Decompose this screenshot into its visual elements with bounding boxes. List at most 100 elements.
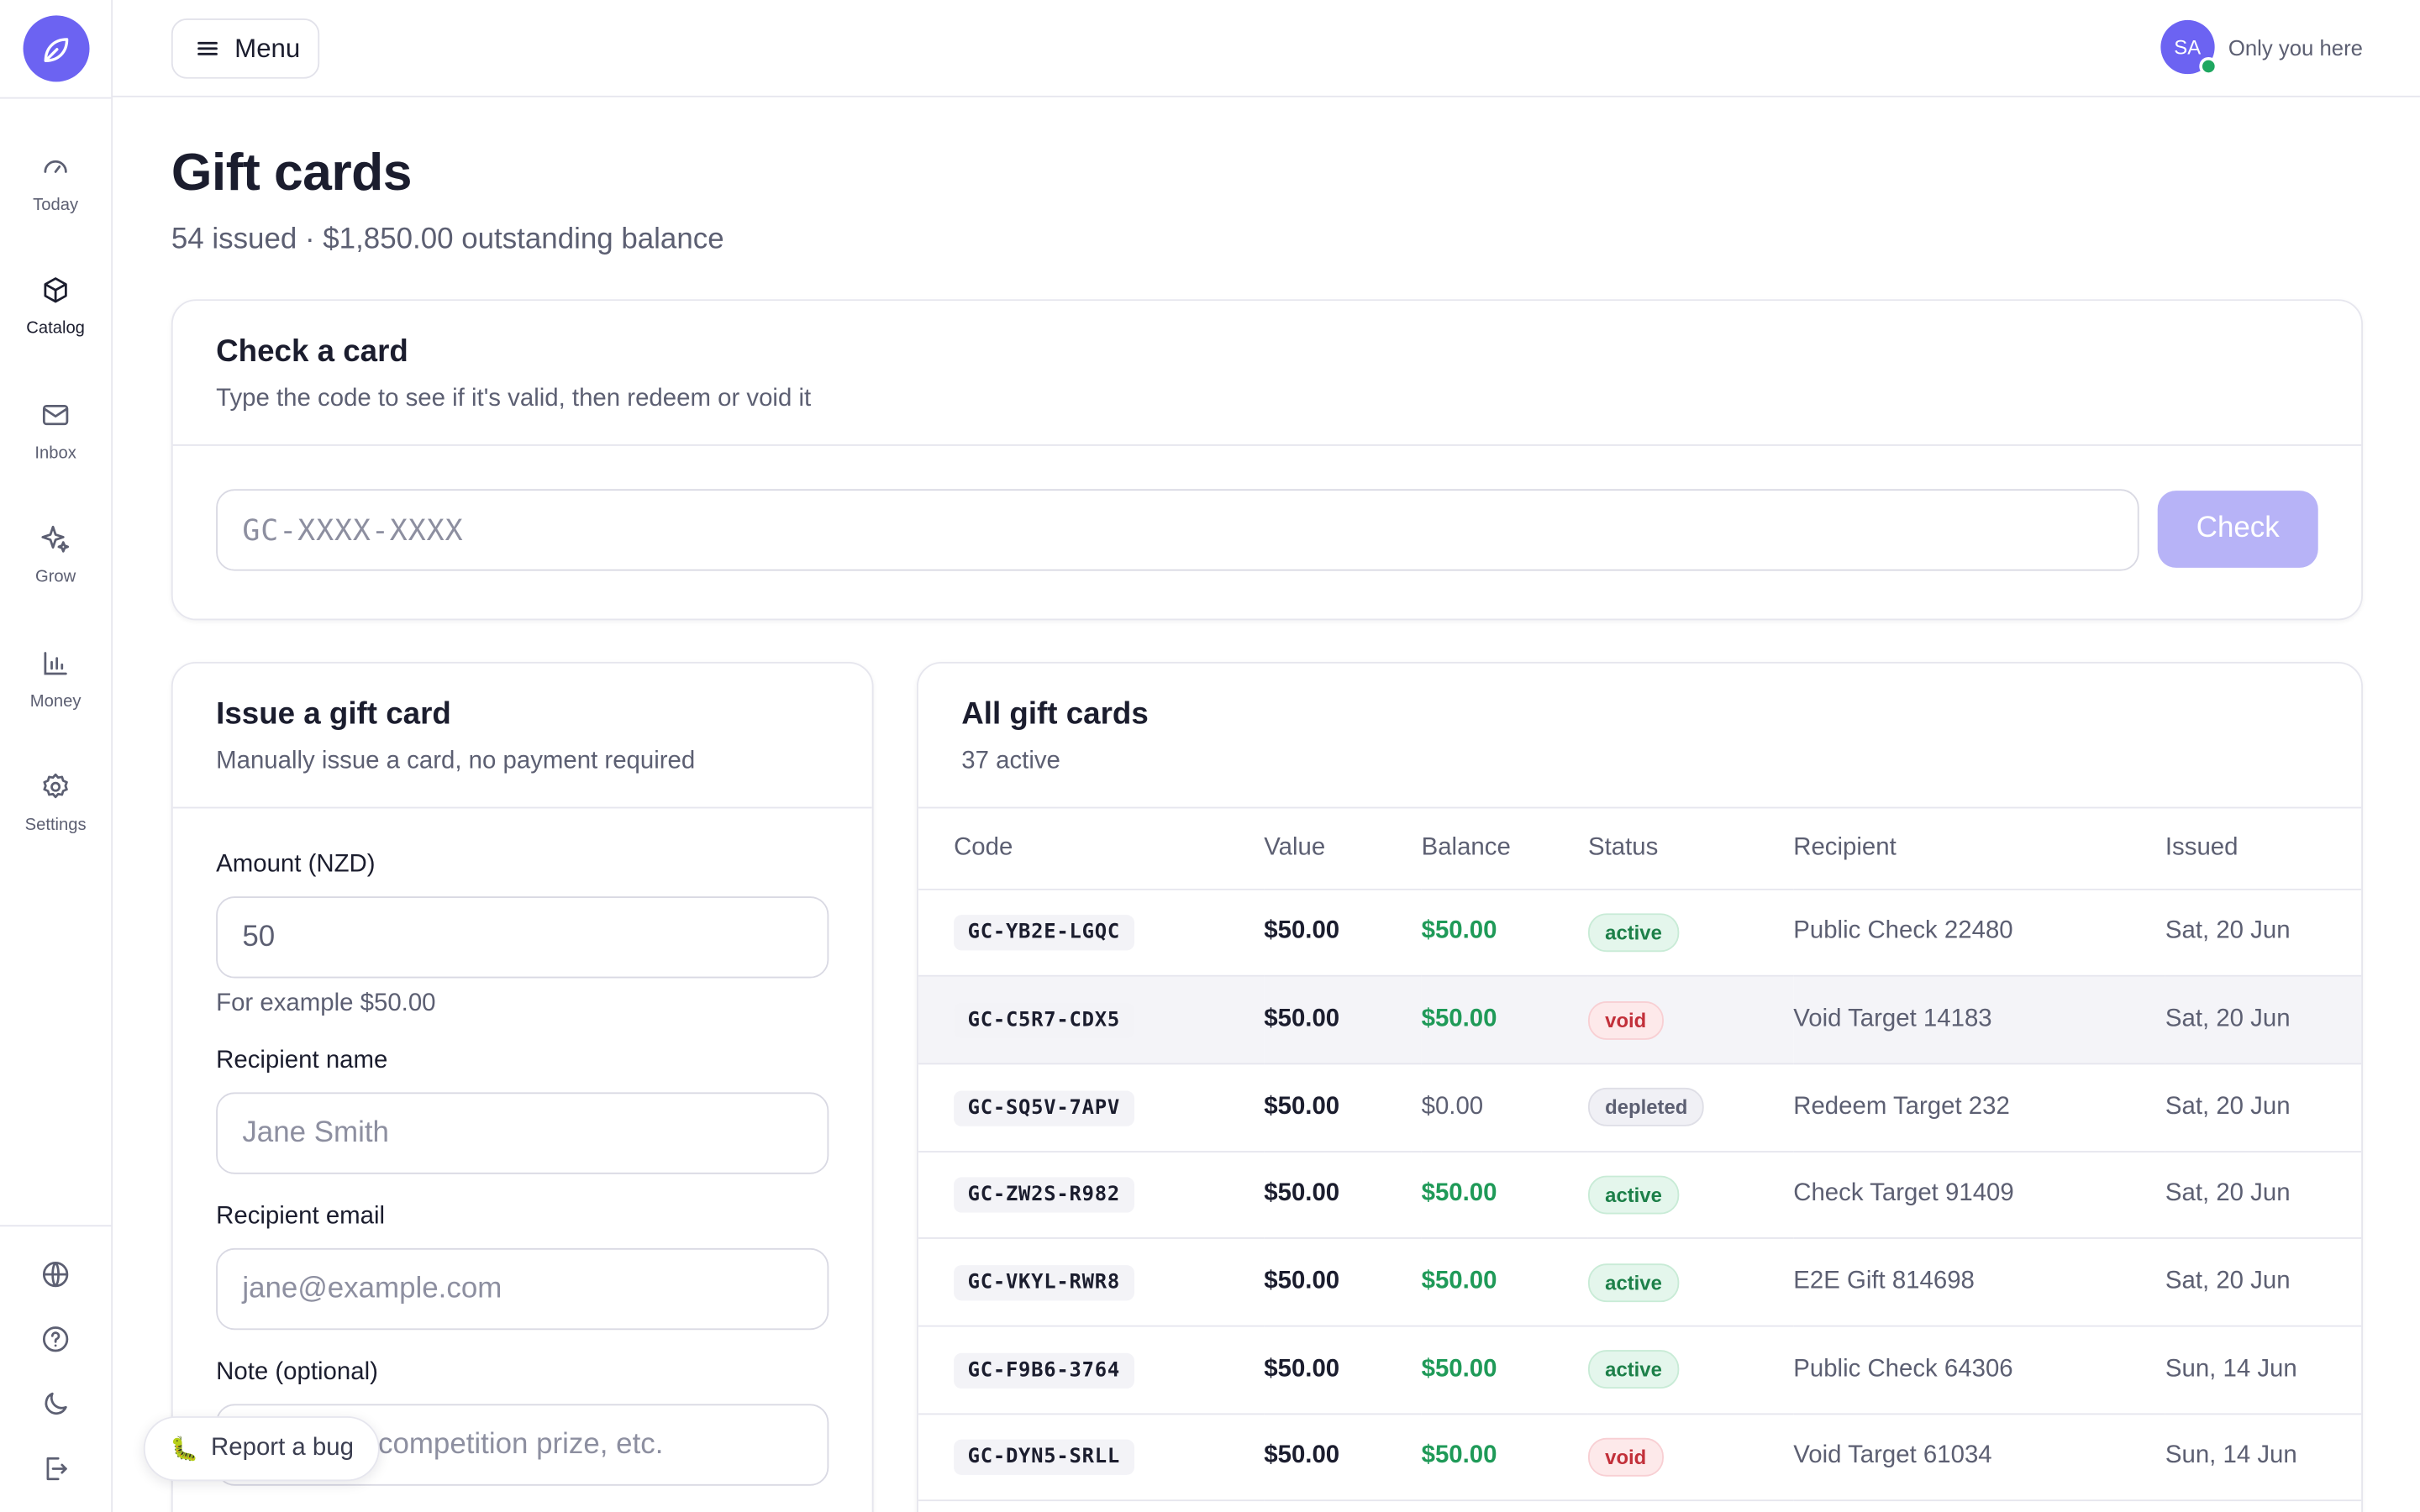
sidebar-item-money[interactable]: Money xyxy=(0,617,111,742)
status-badge: void xyxy=(1587,1437,1664,1477)
recipient-name: Void Target 14183 xyxy=(1793,1005,1992,1032)
recipient-name: Public Check 64306 xyxy=(1793,1356,2013,1383)
table-row[interactable]: GC-F9B6-3764 $50.00 $50.00 active Public Che… xyxy=(918,1326,2362,1415)
cell-issued: Sat, 20 Jun xyxy=(2165,1238,2362,1327)
gift-code[interactable]: GC-ZW2S-R982 xyxy=(954,1178,1134,1214)
column-header-issued[interactable]: Issued xyxy=(2165,808,2362,890)
theme-toggle[interactable] xyxy=(0,1372,111,1436)
logout-button[interactable] xyxy=(0,1436,111,1501)
card-balance: $50.00 xyxy=(1421,1180,1497,1208)
column-header-recipient[interactable]: Recipient xyxy=(1793,808,2165,890)
note-field[interactable]: competition prize, etc. xyxy=(216,1404,829,1486)
issued-date: Sun, 14 Jun xyxy=(2165,1356,2297,1383)
status-badge: active xyxy=(1587,913,1680,952)
cell-value: $50.00 xyxy=(1264,1063,1422,1152)
report-bug-button[interactable]: 🐛 Report a bug xyxy=(143,1416,381,1482)
cell-issued: Sat, 20 Jun xyxy=(2165,976,2362,1065)
amount-group: Amount (NZD) 50 For example $50.00 xyxy=(216,852,829,1018)
cell-recipient: Void Target 14183 xyxy=(1793,976,2165,1065)
help-button[interactable] xyxy=(0,1307,111,1372)
gift-code[interactable]: GC-SQ5V-7APV xyxy=(954,1090,1134,1126)
cell-balance: $50.00 xyxy=(1421,1326,1588,1415)
language-button[interactable] xyxy=(0,1242,111,1307)
amount-field[interactable]: 50 xyxy=(216,896,829,979)
gift-cards-list-panel: All gift cards 37 active Code Value Bala… xyxy=(916,661,2363,1512)
table-row[interactable]: GC-SQ5V-7APV $50.00 $0.00 depleted Redeem Ta… xyxy=(918,1063,2362,1152)
cell-status: active xyxy=(1587,1326,1794,1415)
issued-date: Sat, 20 Jun xyxy=(2165,1093,2291,1120)
gift-cards-table: Code Value Balance Status Recipient Issu… xyxy=(918,808,2362,1502)
column-header-value[interactable]: Value xyxy=(1264,808,1422,890)
sidebar: Today Catalog Inbox Grow Money Settings xyxy=(0,0,113,1512)
card-value: $50.00 xyxy=(1264,1093,1340,1120)
check-card-header: Check a card Type the code to see if it'… xyxy=(172,301,2362,446)
sidebar-item-label: Money xyxy=(29,692,82,711)
gauge-icon xyxy=(44,160,67,173)
recipient-email-group: Recipient email jane@example.com xyxy=(216,1204,829,1331)
table-row[interactable]: GC-YB2E-LGQC $50.00 $50.00 active Public Che… xyxy=(918,888,2362,977)
cell-value: $50.00 xyxy=(1264,976,1422,1065)
moon-icon xyxy=(45,1392,67,1415)
cell-issued: Sat, 20 Jun xyxy=(2165,1063,2362,1152)
sparkle-icon xyxy=(41,526,70,554)
sidebar-item-label: Catalog xyxy=(26,319,85,339)
sidebar-nav: Today Catalog Inbox Grow Money Settings xyxy=(0,99,111,866)
cell-status: active xyxy=(1587,1238,1794,1327)
gear-icon xyxy=(43,774,68,799)
sidebar-item-grow[interactable]: Grow xyxy=(0,493,111,617)
page-subtitle: 54 issued · $1,850.00 outstanding balanc… xyxy=(171,223,724,256)
cell-status: active xyxy=(1587,888,1794,977)
issued-date: Sun, 14 Jun xyxy=(2165,1443,2297,1470)
main-content: Gift cards 54 issued · $1,850.00 outstan… xyxy=(171,97,2363,1512)
cell-balance: $50.00 xyxy=(1421,1413,1588,1502)
gift-code[interactable]: GC-C5R7-CDX5 xyxy=(954,1002,1134,1039)
hamburger-icon xyxy=(197,41,218,55)
issue-card-title: Issue a gift card xyxy=(216,697,451,732)
gift-code-input[interactable]: GC-XXXX-XXXX xyxy=(216,489,2139,571)
card-balance: $50.00 xyxy=(1421,1268,1497,1295)
cell-value: $50.00 xyxy=(1264,1151,1422,1240)
check-button[interactable]: Check xyxy=(2157,491,2318,568)
gift-code[interactable]: GC-DYN5-SRLL xyxy=(954,1440,1134,1476)
recipient-name-label: Recipient name xyxy=(216,1047,388,1074)
cell-recipient: Public Check 64306 xyxy=(1793,1326,2165,1415)
sidebar-item-catalog[interactable]: Catalog xyxy=(0,244,111,369)
menu-button[interactable]: Menu xyxy=(171,18,320,79)
cell-code: GC-YB2E-LGQC xyxy=(918,888,1265,977)
avatar[interactable]: SA xyxy=(2160,19,2218,76)
issue-form: Amount (NZD) 50 For example $50.00 Recip… xyxy=(173,808,872,1486)
card-value: $50.00 xyxy=(1264,1268,1340,1295)
card-value: $50.00 xyxy=(1264,1356,1340,1383)
recipient-name-field[interactable]: Jane Smith xyxy=(216,1092,829,1174)
logo-area xyxy=(0,0,112,99)
cell-code: GC-C5R7-CDX5 xyxy=(918,976,1265,1065)
table-row[interactable]: GC-C5R7-CDX5 $50.00 $50.00 void Void Target … xyxy=(918,976,2362,1065)
gift-code[interactable]: GC-F9B6-3764 xyxy=(954,1352,1134,1389)
check-card-body: GC-XXXX-XXXX Check xyxy=(173,446,2361,614)
list-header: All gift cards 37 active xyxy=(918,664,2362,809)
gift-code[interactable]: GC-VKYL-RWR8 xyxy=(954,1265,1134,1301)
cell-issued: Sun, 14 Jun xyxy=(2165,1413,2362,1502)
sidebar-item-settings[interactable]: Settings xyxy=(0,742,111,866)
table-row[interactable]: GC-DYN5-SRLL $50.00 $50.00 void Void Target … xyxy=(918,1413,2362,1502)
column-header-status[interactable]: Status xyxy=(1587,808,1794,890)
status-badge: void xyxy=(1587,1000,1664,1040)
cell-code: GC-VKYL-RWR8 xyxy=(918,1238,1265,1327)
sidebar-item-inbox[interactable]: Inbox xyxy=(0,369,111,493)
column-header-balance[interactable]: Balance xyxy=(1421,808,1588,890)
recipient-name-group: Recipient name Jane Smith xyxy=(216,1047,829,1174)
topbar: Menu SA Only you here xyxy=(113,0,2420,97)
cell-status: void xyxy=(1587,1413,1794,1502)
table-row[interactable]: GC-ZW2S-R982 $50.00 $50.00 active Check Targ… xyxy=(918,1151,2362,1240)
card-balance: $0.00 xyxy=(1421,1093,1484,1120)
column-header-code[interactable]: Code xyxy=(918,808,1265,890)
table-row[interactable]: GC-VKYL-RWR8 $50.00 $50.00 active E2E Gift 8… xyxy=(918,1238,2362,1327)
leaf-logo-icon[interactable] xyxy=(22,15,89,82)
cell-balance: $0.00 xyxy=(1421,1063,1588,1152)
recipient-email-field[interactable]: jane@example.com xyxy=(216,1247,829,1331)
cell-recipient: Void Target 61034 xyxy=(1793,1413,2165,1502)
sidebar-item-label: Settings xyxy=(24,816,87,836)
gift-code[interactable]: GC-YB2E-LGQC xyxy=(954,915,1134,952)
issue-card-panel: Issue a gift card Manually issue a card,… xyxy=(171,661,874,1512)
sidebar-item-today[interactable]: Today xyxy=(0,120,111,244)
